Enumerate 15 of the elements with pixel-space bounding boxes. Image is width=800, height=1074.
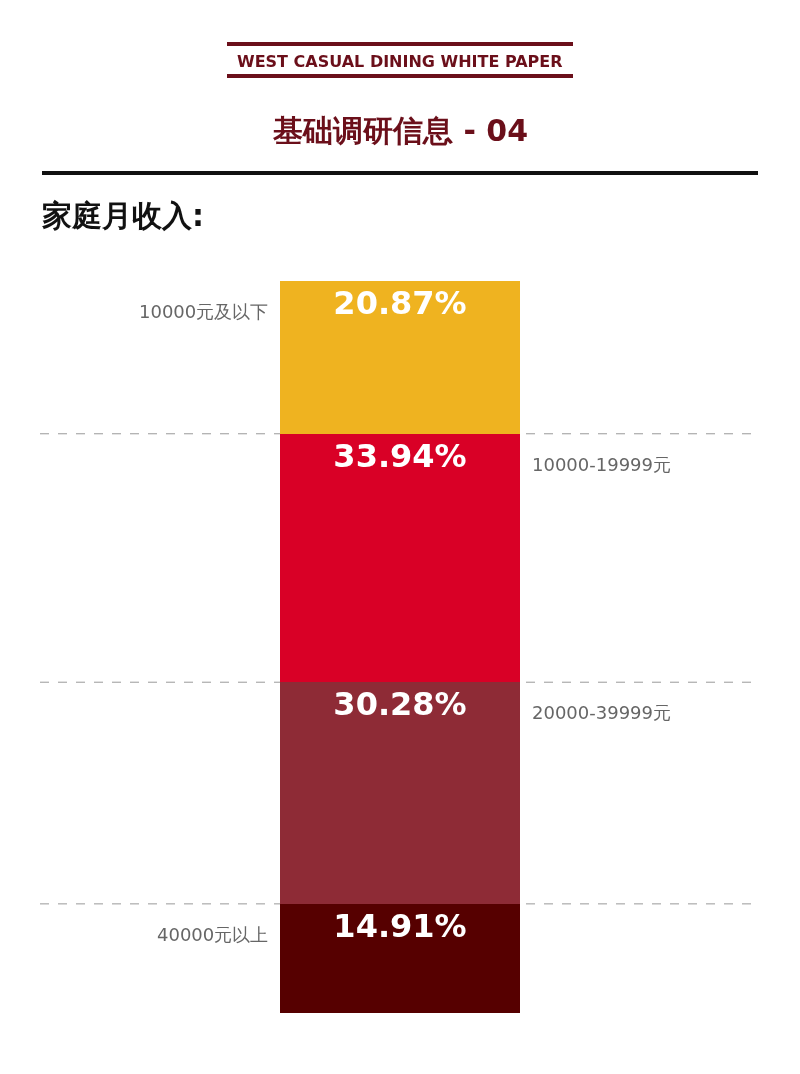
bar [280, 682, 520, 904]
data-label: 14.91% [333, 906, 467, 945]
text: WEST CASUAL DINING WHITE PAPER [237, 52, 563, 71]
bar [280, 281, 520, 434]
chart-title: 家庭月收入: [42, 197, 204, 233]
data-label: 33.94% [333, 436, 467, 475]
text: 基础调研信息 - 04 [272, 113, 529, 148]
bar [280, 903, 520, 1013]
series-label: 20000-39999元 [532, 702, 672, 723]
data-label: 30.28% [333, 685, 467, 724]
series-label: 40000元以上 [157, 924, 269, 945]
bar [280, 433, 520, 683]
series-label: 10000元及以下 [139, 301, 269, 322]
data-label: 20.87% [333, 284, 467, 322]
series-label: 10000-19999元 [532, 454, 672, 475]
